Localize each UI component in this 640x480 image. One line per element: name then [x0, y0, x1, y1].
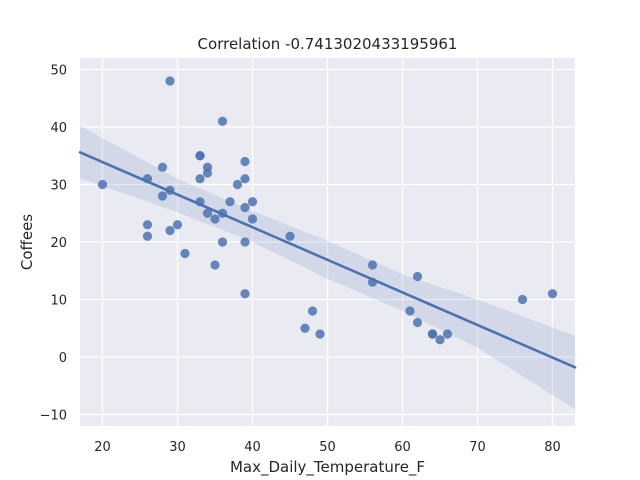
- y-tick-label: 30: [50, 179, 67, 194]
- data-point: [142, 220, 153, 230]
- x-tick-label: 40: [244, 440, 261, 455]
- data-point: [240, 289, 250, 299]
- scatter-points: [97, 76, 558, 345]
- data-point: [300, 323, 310, 333]
- data-point: [180, 248, 190, 259]
- data-point: [240, 237, 250, 247]
- confidence-band: [80, 125, 575, 410]
- grid: [80, 58, 575, 426]
- data-point: [210, 260, 220, 270]
- regression-line-group: [78, 151, 577, 369]
- data-point: [367, 260, 378, 270]
- y-tick-label: 0: [59, 351, 67, 366]
- x-tick-label: 20: [94, 440, 111, 455]
- data-point: [517, 294, 528, 305]
- data-point: [217, 116, 228, 126]
- y-tick-label: −10: [40, 409, 67, 424]
- x-tick-label: 60: [394, 440, 411, 455]
- y-tick-labels: −10 0 10 20 30 40 50: [40, 64, 67, 424]
- data-point: [315, 329, 325, 339]
- data-point: [157, 162, 168, 172]
- regression-line: [78, 151, 577, 369]
- x-tick-label: 70: [469, 440, 486, 455]
- data-point: [427, 329, 438, 339]
- data-point: [405, 306, 415, 316]
- data-point: [172, 220, 183, 230]
- data-point: [240, 202, 250, 213]
- y-axis-title: Coffees: [18, 214, 36, 270]
- data-point: [240, 156, 250, 167]
- confidence-band-group: [80, 125, 575, 410]
- x-tick-label: 30: [169, 440, 186, 455]
- y-tick-label: 40: [50, 121, 67, 136]
- data-point: [210, 214, 220, 224]
- data-point: [232, 179, 243, 190]
- y-tick-label: 50: [50, 64, 67, 79]
- data-point: [285, 231, 295, 241]
- data-point: [195, 174, 205, 184]
- x-axis-title: Max_Daily_Temperature_F: [230, 458, 425, 477]
- data-point: [247, 197, 258, 207]
- data-point: [547, 289, 558, 299]
- chart-title: Correlation -0.7413020433195961: [198, 35, 458, 53]
- x-tick-label: 80: [544, 440, 561, 455]
- data-point: [142, 231, 153, 241]
- data-point: [165, 76, 175, 86]
- y-tick-label: 20: [50, 236, 67, 251]
- data-point: [412, 317, 423, 328]
- data-point: [202, 208, 213, 218]
- data-point: [240, 174, 250, 184]
- data-point: [165, 225, 175, 236]
- data-point: [157, 191, 168, 201]
- data-point: [435, 335, 445, 345]
- data-point: [307, 306, 318, 316]
- data-point: [97, 179, 108, 190]
- y-tick-label: 10: [50, 294, 67, 309]
- x-tick-labels: 20 30 40 50 60 70 80: [94, 440, 561, 455]
- data-point: [195, 151, 205, 161]
- data-point: [202, 168, 213, 178]
- data-point: [225, 197, 235, 207]
- x-tick-label: 50: [319, 440, 336, 455]
- data-point: [412, 271, 423, 282]
- data-point: [442, 329, 453, 339]
- data-point: [247, 214, 258, 224]
- data-point: [217, 237, 228, 247]
